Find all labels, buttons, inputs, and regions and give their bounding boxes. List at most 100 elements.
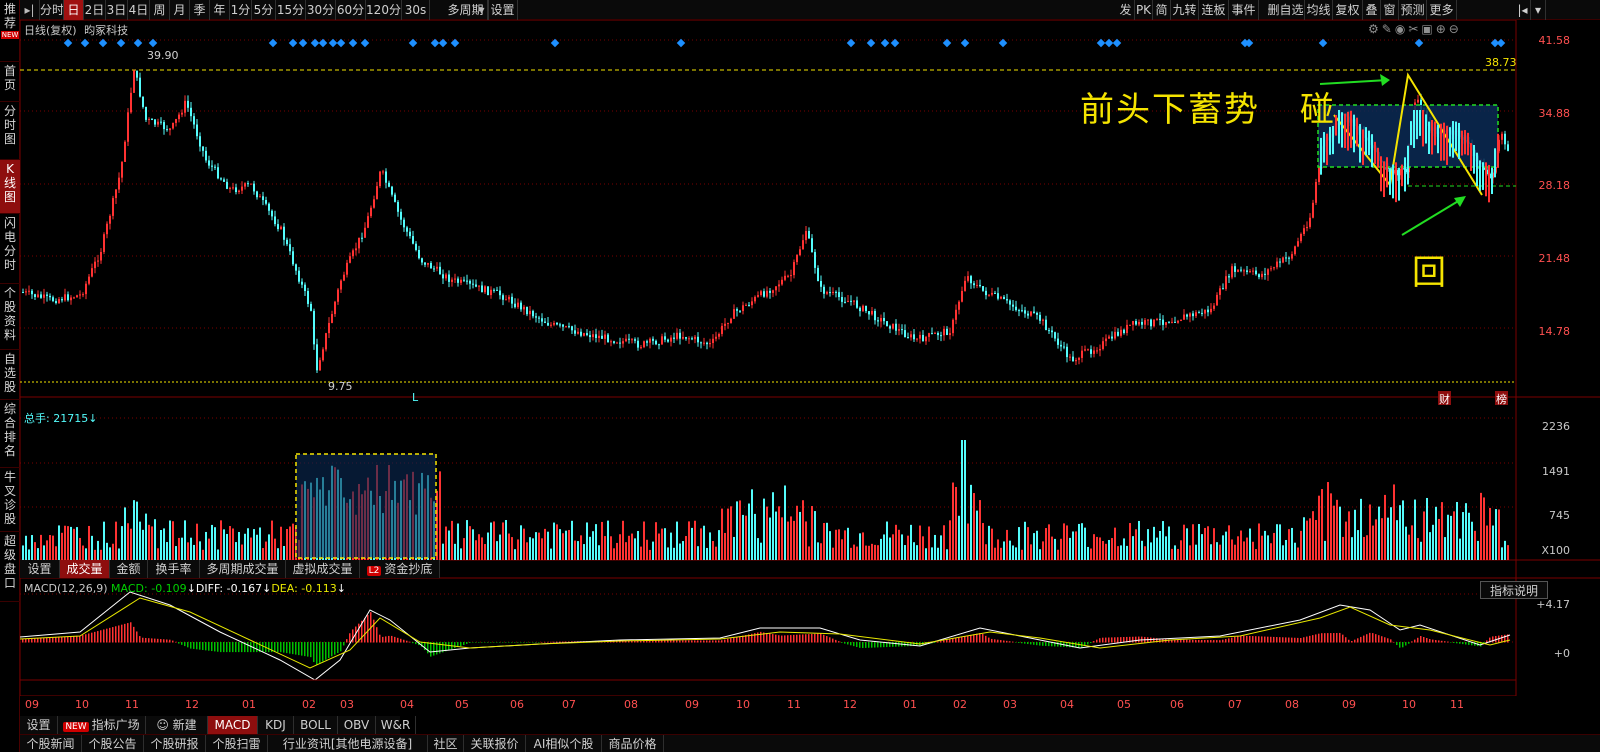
toolbar-simple[interactable]: 简 [1153,0,1171,20]
period-1min[interactable]: 1分 [230,0,252,20]
volume-tab-turnover[interactable]: 换手率 [148,560,200,578]
sidebar-item-stock-profile[interactable]: 个股资料 [0,284,20,350]
volume-bar [517,539,519,560]
volume-bar [484,544,486,560]
sidebar-item-recommend[interactable]: 推荐 NEW [0,0,20,62]
toolbar-events[interactable]: 事件 [1229,0,1259,20]
volume-tab-settings[interactable]: 设置 [20,560,60,578]
dropdown-triangle-icon[interactable]: ▾ [475,0,489,20]
sidebar-item-flash-intraday[interactable]: 闪电分时 [0,214,20,284]
toolbar-pk[interactable]: PK [1135,0,1153,20]
indicator-tab-kdj[interactable]: KDJ [258,716,294,734]
period-15min[interactable]: 15分 [276,0,306,20]
candle-body [28,290,30,292]
toolbar-forecast[interactable]: 预测 [1399,0,1427,20]
period-30s[interactable]: 30s [402,0,430,20]
candle-body [97,260,99,262]
toolbar-moving-avg[interactable]: 均线 [1305,0,1333,20]
volume-tab-virtual[interactable]: 虚拟成交量 [286,560,360,578]
volume-bar [523,528,525,560]
indicator-tab-plaza[interactable]: NEW 指标广场 [58,716,146,734]
news-tab-commodity[interactable]: 商品价格 [602,735,664,752]
news-tab-research[interactable]: 个股研报 [144,735,206,752]
macd-histogram-bar [229,642,231,653]
period-3day[interactable]: 3日 [106,0,128,20]
sidebar-item-home[interactable]: 首页 [0,62,20,102]
sidebar-item-diagnose[interactable]: 牛叉诊股 [0,468,20,532]
candle-body [448,274,450,282]
volume-tab-capital[interactable]: L2 资金抄底 [360,560,440,578]
macd-histogram-bar [685,640,687,643]
period-intraday[interactable]: 分时 [40,0,64,20]
play-icon[interactable]: ▸| [20,0,40,20]
volume-bar [697,546,699,560]
stock-name[interactable]: 昀冢科技 [84,24,129,37]
back-arrow-icon[interactable]: |◂ [1515,0,1531,20]
zoom-in-icon[interactable]: ⊕ [1435,22,1449,36]
indicator-tab-new[interactable]: ☺ 新建 [146,716,208,734]
toolbar-remove-watchlist[interactable]: 删自选 [1267,0,1305,20]
sidebar-item-intraday-chart[interactable]: 分时图 [0,102,20,160]
news-tab-community[interactable]: 社区 [428,735,464,752]
x-axis-label: 06 [510,698,524,711]
period-year[interactable]: 年 [210,0,230,20]
period-30min[interactable]: 30分 [306,0,336,20]
candle-body [385,171,387,183]
indicator-tab-wr[interactable]: W&R [376,716,416,734]
volume-bar [841,539,843,560]
news-tab-stock-news[interactable]: 个股新闻 [20,735,82,752]
triangle-down-icon[interactable]: ▾ [1531,0,1546,20]
period-settings[interactable]: 设置 [488,0,518,20]
indicator-tab-macd[interactable]: MACD [208,716,258,734]
toolbar-limit-up[interactable]: 连板 [1199,0,1229,20]
period-2day[interactable]: 2日 [84,0,106,20]
period-60min[interactable]: 60分 [336,0,366,20]
volume-tab-volume[interactable]: 成交量 [60,560,110,578]
sidebar-item-ranking[interactable]: 综合排名 [0,400,20,468]
volume-tab-multi-period[interactable]: 多周期成交量 [200,560,286,578]
volume-bar [691,527,693,560]
candle-body [1476,152,1478,187]
draw-pen-icon[interactable]: ✎ [1381,22,1395,36]
indicator-tab-settings[interactable]: 设置 [20,716,58,734]
indicator-tab-boll[interactable]: BOLL [294,716,338,734]
sidebar-item-kline-chart[interactable]: K线图 [0,160,20,214]
toolbar-adjust[interactable]: 复权 [1333,0,1363,20]
macd-histogram-bar [943,640,945,643]
indicator-tab-obv[interactable]: OBV [338,716,376,734]
news-tab-ai-similar[interactable]: AI相似个股 [526,735,602,752]
news-tab-related-quotes[interactable]: 关联报价 [464,735,526,752]
toolbar-overlay[interactable]: 叠 [1363,0,1381,20]
period-month[interactable]: 月 [170,0,190,20]
news-tab-industry[interactable]: 行业资讯[其他电源设备] [268,735,428,752]
candle-body [1192,313,1194,317]
volume-bar [871,543,873,560]
candle-body [463,279,465,281]
period-week[interactable]: 周 [150,0,170,20]
finance-marker[interactable]: 财 [1438,391,1451,406]
eye-icon[interactable]: ◉ [1394,22,1409,36]
cut-icon[interactable]: ✂ [1408,22,1422,36]
sidebar-item-watchlist[interactable]: 自选股 [0,350,20,400]
period-day[interactable]: 日 [64,0,84,20]
sidebar-item-super-book[interactable]: 超级盘口 [0,532,20,602]
news-tab-announcements[interactable]: 个股公告 [82,735,144,752]
news-tab-risk-scan[interactable]: 个股扫雷 [206,735,268,752]
toolbar-publish[interactable]: 发 [1117,0,1135,20]
period-120min[interactable]: 120分 [366,0,402,20]
volume-tab-amount[interactable]: 金额 [110,560,148,578]
period-4day[interactable]: 4日 [128,0,150,20]
event-diamond-icon [98,38,108,48]
period-5min[interactable]: 5分 [252,0,276,20]
zoom-out-icon[interactable]: ⊖ [1448,22,1462,36]
rank-marker[interactable]: 榜 [1495,391,1508,406]
period-quarter[interactable]: 季 [190,0,210,20]
toolbar-nine-turn[interactable]: 九转 [1171,0,1199,20]
settings-gear-icon[interactable]: ⚙ [1368,22,1382,36]
chart-canvas[interactable] [20,20,1600,696]
toolbar-more[interactable]: 更多 [1427,0,1457,20]
indicator-explain-button[interactable]: 指标说明 [1480,581,1548,599]
save-icon[interactable]: ▣ [1421,22,1436,36]
toolbar-window[interactable]: 窗 [1381,0,1399,20]
period-multi-period[interactable]: 多周期 [444,0,488,20]
